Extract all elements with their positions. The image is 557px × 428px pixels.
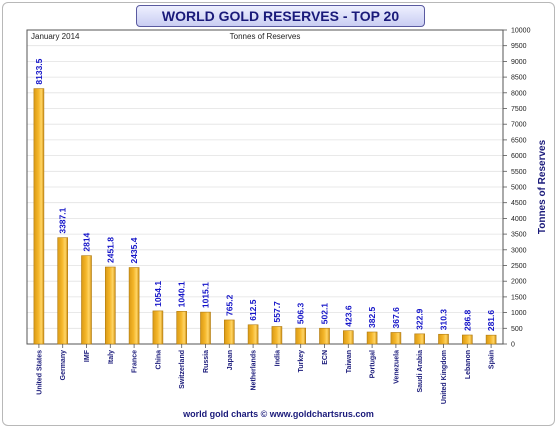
y-tick-label: 4000 — [511, 216, 527, 223]
bar — [81, 255, 92, 345]
bar — [247, 324, 259, 345]
bar — [461, 334, 473, 345]
x-tick-label: Spain — [489, 350, 496, 369]
x-tick-label: India — [274, 350, 281, 366]
chart-subtitle: Tonnes of Reserves — [230, 32, 301, 41]
y-axis-title: Tonnes of Reserves — [537, 139, 548, 234]
x-tick-label: United States — [36, 350, 43, 395]
y-tick-label: 1500 — [511, 294, 527, 301]
y-tick-label: 1000 — [511, 310, 527, 317]
plot-border — [26, 29, 504, 345]
x-tick-label: Switzerland — [179, 350, 186, 389]
y-tick-label: 8500 — [511, 75, 527, 82]
y-tick-label: 9500 — [511, 43, 527, 50]
bar — [200, 311, 211, 345]
data-label: 322.9 — [415, 308, 425, 330]
x-tick-label: Turkey — [298, 350, 305, 373]
y-tick-label: 500 — [511, 326, 523, 333]
data-label: 423.6 — [343, 305, 353, 327]
data-label: 557.7 — [272, 301, 282, 323]
y-tick-label: 6500 — [511, 137, 527, 144]
bar — [295, 327, 307, 345]
x-tick-label: Japan — [227, 350, 234, 370]
x-tick-label: Lebanon — [465, 350, 472, 379]
x-tick-label: United Kingdom — [441, 350, 448, 404]
y-tick-label: 6000 — [511, 153, 527, 160]
data-label: 367.6 — [391, 307, 401, 329]
bar — [152, 310, 164, 345]
data-label: 8133.5 — [34, 58, 44, 84]
data-label: 310.3 — [439, 309, 449, 331]
y-tick-label: 5500 — [511, 169, 527, 176]
x-tick-label: Germany — [60, 350, 67, 380]
data-label: 2814 — [82, 232, 92, 251]
bar — [342, 330, 354, 345]
y-tick-label: 5000 — [511, 185, 527, 192]
data-label: 612.5 — [248, 299, 258, 321]
y-tick-label: 9000 — [511, 59, 527, 66]
y-tick-label: 3500 — [511, 232, 527, 239]
data-label: 2435.4 — [129, 237, 139, 263]
data-label: 281.6 — [486, 310, 496, 332]
y-tick-label: 2500 — [511, 263, 527, 270]
bar — [414, 333, 426, 345]
y-tick-label: 0 — [511, 342, 515, 349]
bar — [438, 333, 449, 345]
x-tick-label: China — [155, 350, 162, 370]
bar — [128, 267, 140, 345]
y-tick-label: 8000 — [511, 90, 527, 97]
y-tick-label: 2000 — [511, 279, 527, 286]
x-tick-label: Portugal — [370, 350, 377, 378]
data-label: 382.5 — [367, 306, 377, 328]
x-tick-label: Venezuela — [393, 350, 400, 384]
y-tick-label: 10000 — [511, 28, 531, 35]
data-label: 2451.8 — [105, 237, 115, 263]
footer-credit: world gold charts © www.goldchartsrus.co… — [183, 409, 374, 419]
x-tick-label: Netherlands — [251, 350, 258, 391]
y-tick-label: 3000 — [511, 247, 527, 254]
x-tick-label: ECN — [322, 350, 329, 365]
bar — [224, 319, 235, 345]
y-tick-label: 7000 — [511, 122, 527, 129]
data-label: 1015.1 — [201, 282, 211, 308]
bar — [105, 266, 116, 345]
y-tick-label: 7500 — [511, 106, 527, 113]
bar — [485, 334, 497, 345]
data-label: 765.2 — [224, 294, 234, 316]
x-tick-label: Italy — [108, 350, 115, 364]
date-label: January 2014 — [31, 32, 80, 41]
bar — [390, 332, 402, 345]
data-label: 286.8 — [462, 309, 472, 331]
data-label: 506.3 — [296, 303, 306, 325]
bar — [366, 331, 378, 345]
x-tick-label: France — [132, 350, 139, 373]
bar — [271, 326, 283, 345]
bar — [33, 88, 45, 345]
data-label: 1054.1 — [153, 281, 163, 307]
x-tick-label: Taiwan — [346, 350, 353, 373]
bar — [319, 327, 330, 345]
data-label: 3387.1 — [58, 207, 68, 233]
y-tick-label: 4500 — [511, 200, 527, 207]
data-label: 1040.1 — [177, 281, 187, 307]
bar — [57, 237, 69, 345]
x-tick-label: IMF — [84, 349, 91, 362]
data-label: 502.1 — [320, 303, 330, 325]
x-tick-label: Russia — [203, 350, 210, 373]
bar — [176, 311, 187, 345]
x-tick-label: Saudi Arabia — [417, 350, 424, 393]
